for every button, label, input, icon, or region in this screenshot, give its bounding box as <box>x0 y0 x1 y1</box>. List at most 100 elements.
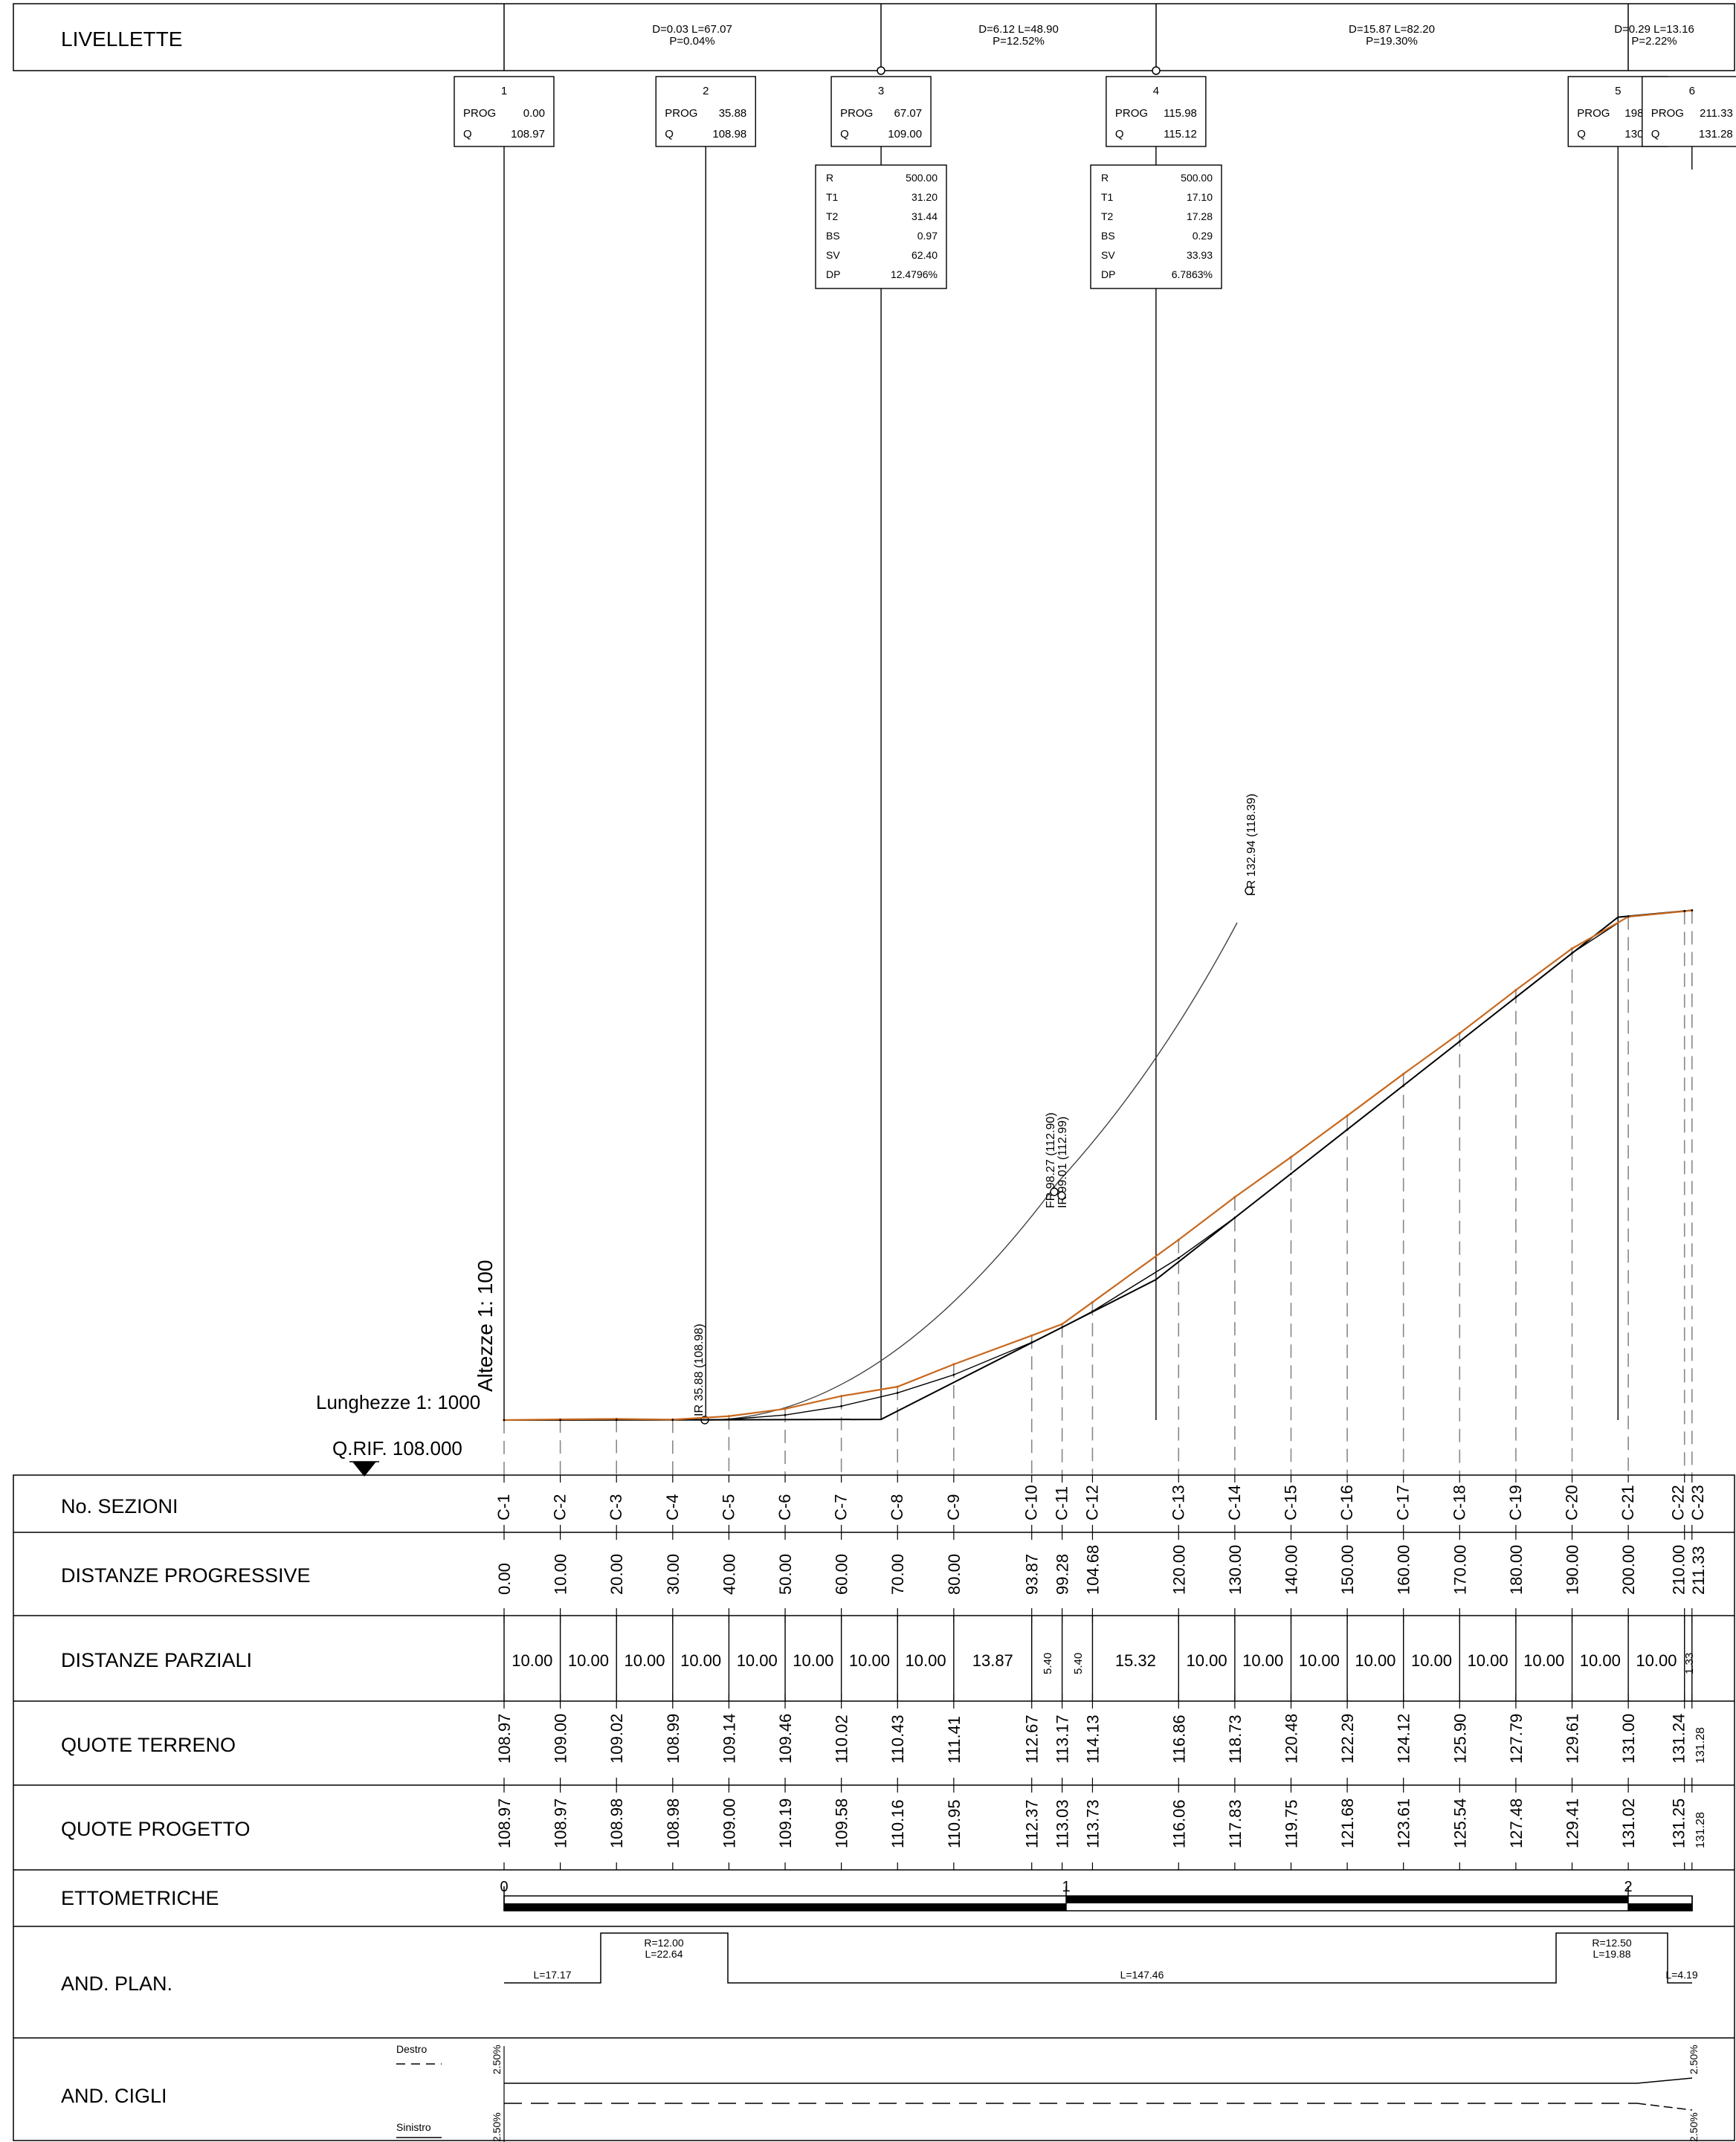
section-label: C-11 <box>1053 1486 1071 1520</box>
terreno-value: 124.12 <box>1395 1714 1413 1764</box>
progetto-point <box>671 1419 674 1422</box>
terreno-point <box>1514 989 1517 992</box>
section-label: C-6 <box>775 1494 794 1520</box>
progetto-value: 110.95 <box>945 1799 964 1848</box>
vertex-prog-label: PROG <box>1651 107 1684 120</box>
terreno-point <box>1030 1334 1033 1337</box>
section-label: C-19 <box>1506 1485 1525 1520</box>
terreno-point <box>1233 1196 1236 1199</box>
progetto-value: 123.61 <box>1395 1799 1413 1848</box>
progetto-value: 125.54 <box>1451 1799 1469 1848</box>
vertex-box: 6 PROG 211.33 Q 131.28 <box>1642 76 1736 147</box>
vertex-prog-value: 35.88 <box>719 107 747 120</box>
terreno-value: 129.61 <box>1564 1714 1582 1764</box>
partial-value: 10.00 <box>1636 1651 1677 1670</box>
progetto-point <box>1061 1326 1064 1329</box>
progetto-value: 108.98 <box>664 1799 683 1848</box>
section-label: C-17 <box>1394 1485 1413 1520</box>
segment-1-p: P=0.04% <box>669 35 714 48</box>
vertex-prog-value: 211.33 <box>1700 107 1733 120</box>
progressive-value: 30.00 <box>664 1554 683 1595</box>
progetto-value: 119.75 <box>1282 1799 1300 1848</box>
section-label: C-15 <box>1281 1485 1300 1520</box>
progetto-value: 113.03 <box>1053 1799 1072 1848</box>
progressive-value: 130.00 <box>1226 1545 1245 1595</box>
terreno-point <box>1061 1323 1064 1326</box>
progetto-value: 131.25 <box>1670 1799 1688 1848</box>
progressive-value: 170.00 <box>1451 1545 1469 1595</box>
terreno-point <box>1346 1114 1349 1117</box>
partial-value: 10.00 <box>1468 1651 1508 1670</box>
progressive-value: 190.00 <box>1564 1545 1582 1595</box>
terreno-point <box>1570 947 1574 950</box>
progressive-value: 10.00 <box>552 1554 570 1595</box>
terreno-point <box>840 1395 843 1398</box>
section-label: C-2 <box>551 1494 569 1520</box>
terreno-value: 118.73 <box>1226 1714 1245 1764</box>
section-label: C-7 <box>832 1494 851 1520</box>
cigli-destro-label: Destro <box>396 2043 427 2055</box>
partial-value: 10.00 <box>1242 1651 1283 1670</box>
row-label-sezioni: No. SEZIONI <box>61 1495 178 1517</box>
plan-l-1: L=17.17 <box>534 1969 572 1981</box>
progetto-value: 109.19 <box>776 1799 795 1848</box>
plan-r-4: R=12.50 <box>1592 1937 1632 1949</box>
annotation-ir-1: IR 35.88 (108.98) <box>693 1323 706 1416</box>
terreno-value: 109.00 <box>552 1714 570 1764</box>
vertex-number: 1 <box>501 85 507 97</box>
terreno-value: 108.99 <box>664 1714 683 1764</box>
plan-l-4: L=19.88 <box>1593 1948 1631 1960</box>
vertex-number: 6 <box>1689 85 1695 97</box>
curve-param-label: T2 <box>1101 210 1114 222</box>
vertex-q-label: Q <box>840 128 849 141</box>
curve-param-value: 31.20 <box>911 191 938 203</box>
vertex-box: 4 PROG 115.98 Q 115.12 <box>1106 76 1207 147</box>
progetto-point <box>1458 1040 1461 1043</box>
and-plan-diagram: L=17.17 R=12.00 L=22.64 L=147.46 R=12.50… <box>504 1932 1698 1984</box>
progetto-point <box>840 1404 843 1407</box>
progetto-value: 108.98 <box>607 1799 626 1848</box>
section-label: C-8 <box>888 1494 906 1520</box>
progetto-value: 108.97 <box>495 1799 514 1848</box>
row-label-ettometriche: ETTOMETRICHE <box>61 1887 219 1909</box>
progetto-point <box>1290 1172 1292 1175</box>
progetto-value: 121.68 <box>1338 1799 1357 1848</box>
curve-layer: R 500.00 T1 31.20 T2 31.44 BS 0.97 SV 62.40 DP 12.4… <box>815 164 1222 289</box>
section-label: C-14 <box>1225 1485 1244 1520</box>
partial-value: 15.32 <box>1115 1651 1156 1670</box>
vertical-curve-1 <box>704 1181 1059 1421</box>
curve-params-box: R 500.00 T1 31.20 T2 31.44 BS 0.97 SV 62.40 DP 12.4… <box>815 164 947 289</box>
progressive-value: 80.00 <box>945 1554 964 1595</box>
cigli-value-right-bottom: 2.50% <box>1688 2112 1700 2142</box>
progressive-value: 20.00 <box>607 1554 626 1595</box>
curve-param-label: SV <box>1101 249 1115 261</box>
progressive-value: 93.87 <box>1023 1554 1042 1595</box>
section-label: C-16 <box>1338 1485 1356 1520</box>
segment-2-p: P=12.52% <box>993 35 1045 48</box>
terreno-value: 122.29 <box>1338 1714 1357 1764</box>
terreno-value: 111.41 <box>945 1716 964 1764</box>
terreno-value: 113.17 <box>1053 1714 1072 1764</box>
progetto-value: 131.02 <box>1619 1799 1638 1848</box>
progressive-value: 211.33 <box>1689 1546 1708 1595</box>
terreno-point <box>1177 1238 1180 1242</box>
curve-param-label: R <box>826 172 833 184</box>
progetto-point <box>1030 1341 1033 1343</box>
vertex-prog-value: 0.00 <box>523 107 545 120</box>
section-label: C-12 <box>1082 1485 1101 1520</box>
progressive-value: 200.00 <box>1619 1545 1638 1595</box>
progressive-value: 99.28 <box>1053 1554 1072 1595</box>
terreno-value: 110.43 <box>888 1714 907 1764</box>
progetto-point <box>952 1373 955 1376</box>
vertical-curve-2 <box>1057 922 1238 1183</box>
progetto-value: 127.48 <box>1507 1799 1526 1848</box>
vertex-q-value: 109.00 <box>888 128 922 141</box>
progetto-value: 108.97 <box>552 1799 570 1848</box>
vertex-q-value: 108.98 <box>712 128 746 141</box>
curve-param-label: R <box>1101 172 1109 184</box>
vertex-q-value: 131.28 <box>1699 128 1733 141</box>
terreno-value: 131.24 <box>1670 1714 1688 1764</box>
vertex-q-value: 108.97 <box>511 128 545 141</box>
terreno-value: 110.02 <box>833 1714 851 1764</box>
section-label: C-9 <box>944 1494 963 1520</box>
